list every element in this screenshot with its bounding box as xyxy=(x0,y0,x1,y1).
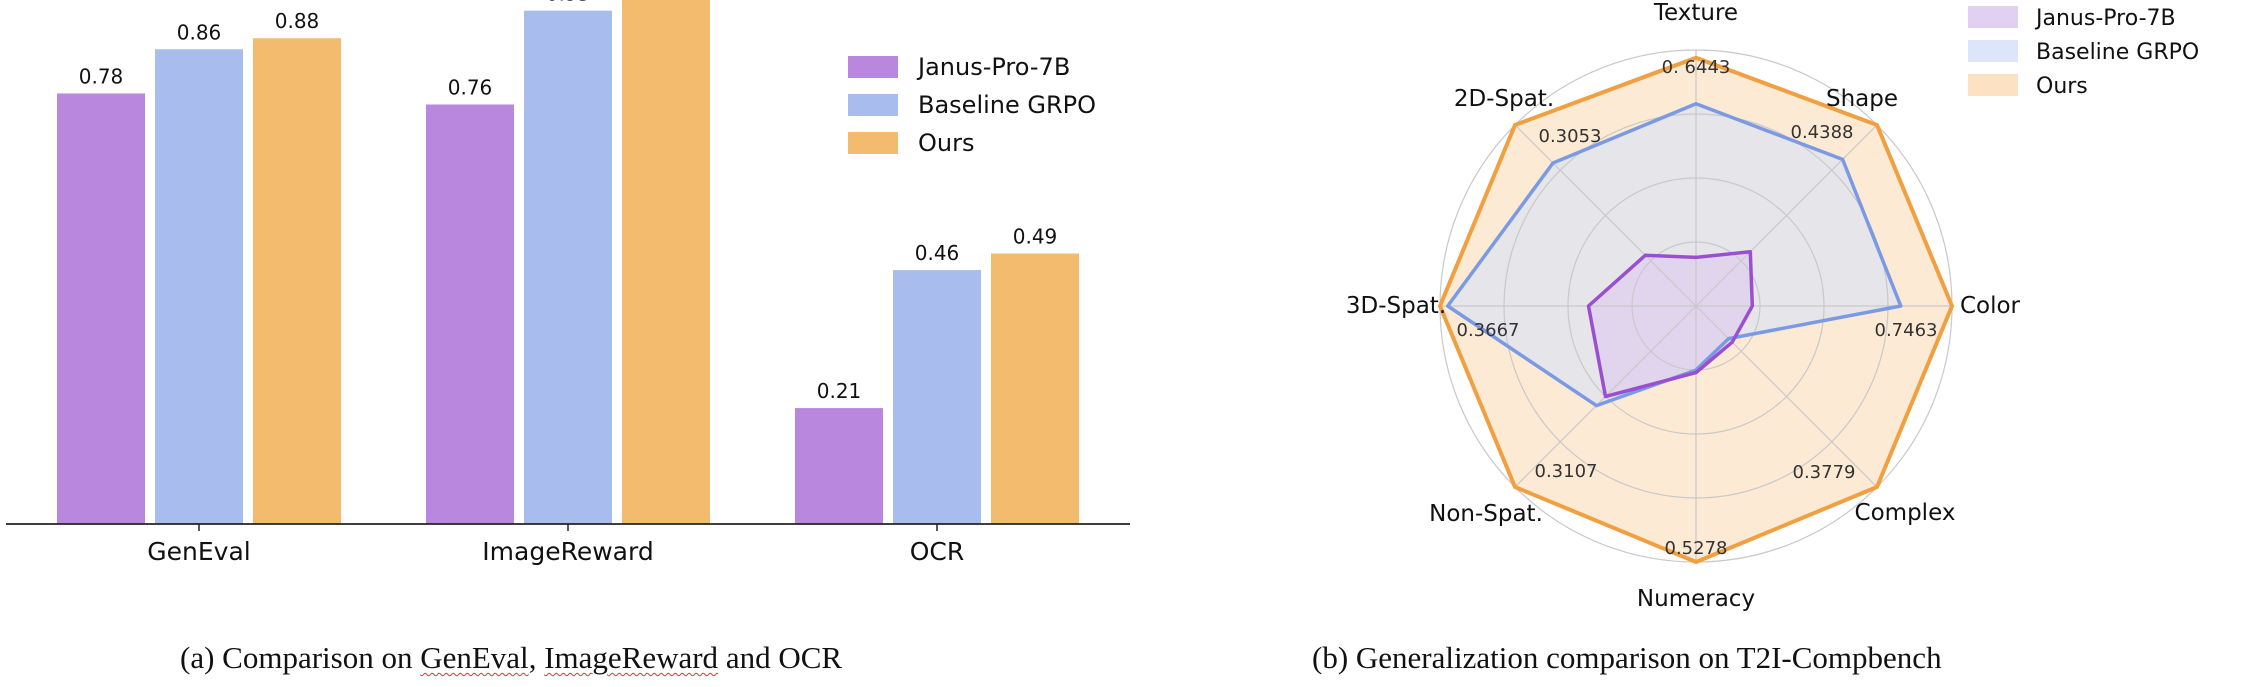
radar-spoke xyxy=(1514,124,1697,307)
bar-ocr-janus-pro-7b xyxy=(795,408,883,524)
legend-label: Baseline GRPO xyxy=(918,91,1096,119)
bar-value-label: 0.93 xyxy=(546,0,591,6)
bar-imagereward-baseline-grpo xyxy=(524,10,612,524)
bar-value-label: 0.49 xyxy=(1013,225,1058,249)
radar-axis-label: Shape xyxy=(1826,86,1898,112)
bar-imagereward-ours xyxy=(622,0,710,525)
legend-label: Janus-Pro-7B xyxy=(2034,6,2176,31)
radar-max-label: 0.7463 xyxy=(1875,320,1938,341)
radar-axis-label: Numeracy xyxy=(1637,586,1755,612)
bar-value-label: 0.88 xyxy=(275,9,320,33)
bar-ocr-ours xyxy=(991,253,1079,524)
radar-chart: Texture Shape Color Complex Numeracy Non-Spat… xyxy=(1346,0,2199,612)
legend-swatch xyxy=(848,56,898,78)
legend-swatch xyxy=(1968,74,2018,96)
radar-max-label: 0.5278 xyxy=(1665,538,1728,559)
radar-spoke xyxy=(1695,305,1878,488)
bar-imagereward-janus-pro-7b xyxy=(426,104,514,524)
bar-value-label: 0.86 xyxy=(177,20,222,44)
radar-max-label: 0.3107 xyxy=(1535,461,1598,482)
radar-max-label: 0.3053 xyxy=(1539,126,1602,147)
legend-label: Ours xyxy=(918,129,974,157)
radar-axis-label: Non-Spat. xyxy=(1429,501,1543,527)
legend-label: Ours xyxy=(2036,74,2088,99)
caption-a-geneval: GenEval xyxy=(420,640,529,675)
caption-a: (a) Comparison on GenEval, ImageReward a… xyxy=(180,640,842,676)
radar-axis-label: Color xyxy=(1960,293,2021,319)
bar-geneval-baseline-grpo xyxy=(155,49,243,524)
radar-area-janus-pro-7b xyxy=(1588,251,1753,397)
radar-axis-label: Complex xyxy=(1855,500,1956,526)
legend-swatch xyxy=(1968,6,2018,28)
caption-a-sep1: , xyxy=(528,640,545,675)
bar-chart: 0.780.860.88GenEval0.760.930.98ImageRewa… xyxy=(6,0,1130,566)
radar-axis-label: 2D-Spat. xyxy=(1454,86,1554,112)
legend-swatch xyxy=(848,132,898,154)
bar-value-label: 0.46 xyxy=(915,241,960,265)
bar-geneval-janus-pro-7b xyxy=(57,93,145,524)
bar-value-label: 0.21 xyxy=(817,379,862,403)
legend-label: Baseline GRPO xyxy=(2036,40,2199,65)
radar-spoke xyxy=(1695,124,1878,307)
x-tick-label: GenEval xyxy=(147,537,250,566)
radar-line-baseline-grpo xyxy=(1445,102,1903,408)
legend-label: Janus-Pro-7B xyxy=(916,53,1070,81)
bar-value-label: 0.78 xyxy=(79,64,124,88)
bar-value-label: 0.76 xyxy=(448,75,493,99)
radar-max-label: 0.3779 xyxy=(1793,462,1856,483)
caption-a-prefix: (a) Comparison on xyxy=(180,640,421,675)
bar-geneval-ours xyxy=(253,38,341,525)
x-tick-label: OCR xyxy=(910,537,965,566)
radar-area-baseline-grpo xyxy=(1447,103,1901,406)
caption-b: (b) Generalization comparison on T2I-Com… xyxy=(1312,640,1942,675)
legend-swatch xyxy=(848,94,898,116)
caption-a-suffix: and OCR xyxy=(718,640,843,675)
radar-axis-label: Texture xyxy=(1653,0,1738,26)
legend-swatch xyxy=(1968,40,2018,62)
radar-max-label: 0. 6443 xyxy=(1662,57,1731,78)
radar-max-label: 0.3667 xyxy=(1457,320,1520,341)
radar-axis-label: 3D-Spat. xyxy=(1346,293,1446,319)
caption-a-imagereward: ImageReward xyxy=(544,640,719,675)
radar-line-janus-pro-7b xyxy=(1586,249,1755,399)
radar-max-label: 0.4388 xyxy=(1791,122,1854,143)
bar-ocr-baseline-grpo xyxy=(893,270,981,524)
radar-line-ours xyxy=(1438,55,1954,564)
x-tick-label: ImageReward xyxy=(482,537,653,566)
